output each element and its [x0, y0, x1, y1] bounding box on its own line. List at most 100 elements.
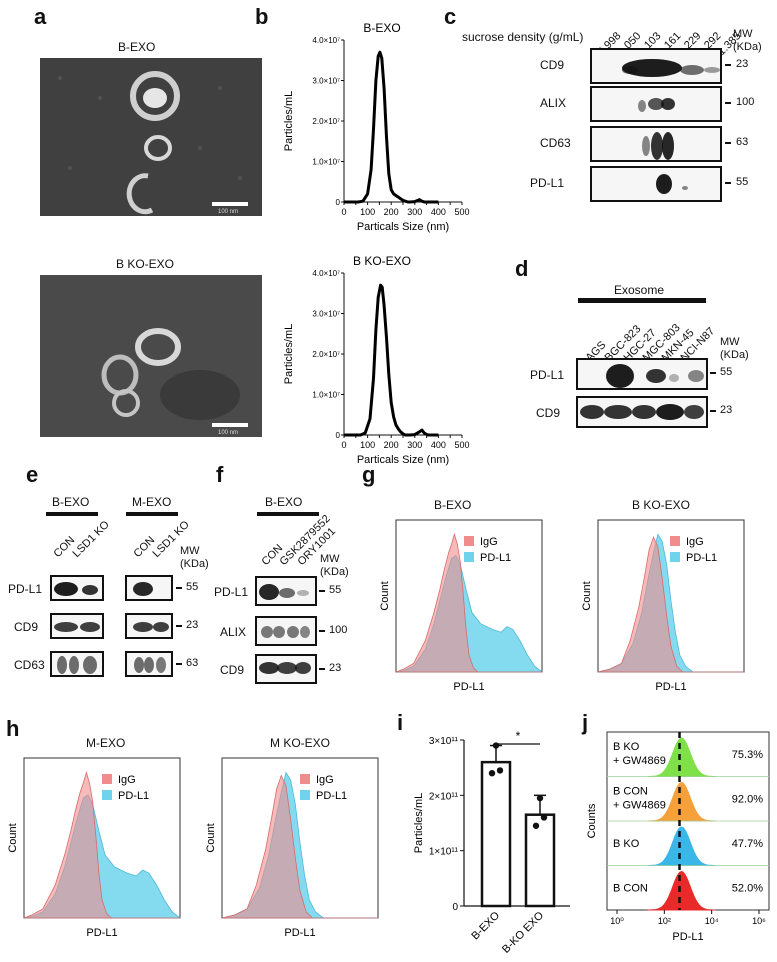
exosome-bar: [578, 298, 706, 303]
band: [144, 657, 154, 673]
panel-label-g: g: [362, 462, 376, 487]
blot-bands: [133, 582, 153, 596]
blot-row-label: PD-L1: [8, 582, 43, 596]
blot-bands: [580, 404, 704, 420]
mw-tick: [319, 668, 325, 670]
x-axis-label: Particals Size (nm): [357, 221, 449, 233]
blot-strip: [590, 48, 722, 84]
panel-e-group1: B-EXO: [52, 495, 90, 509]
panel-label-c: c: [444, 4, 457, 29]
x-tick-label: 500: [454, 207, 469, 217]
band: [133, 622, 153, 632]
legend-label-pdl1: PD-L1: [118, 790, 149, 802]
flow-g1-title: B-EXO: [434, 498, 472, 512]
blot-strip: [590, 166, 722, 202]
legend-label-pdl1: PD-L1: [686, 552, 717, 564]
row-label: B CON: [613, 883, 648, 895]
legend-swatch-pdl1: [670, 552, 680, 562]
band: [82, 585, 98, 595]
tem-top-title: B-EXO: [118, 40, 156, 54]
band: [300, 626, 310, 638]
band: [606, 364, 634, 388]
flow-histogram-b-exo: Count PD-L1 IgG PD-L1: [379, 519, 544, 693]
blot-bands: [642, 132, 674, 160]
x-tick-label: B-KO EXO: [500, 909, 546, 955]
blot-strip: [576, 396, 708, 428]
blot-row-label: ALIX: [540, 96, 567, 110]
row-percentage: 52.0%: [732, 883, 763, 895]
nta-title: B KO-EXO: [353, 254, 411, 268]
y-tick-label: 3.0×10⁷: [312, 77, 340, 86]
legend-swatch-pdl1: [300, 790, 310, 800]
x-tick-label: 10⁰: [610, 916, 624, 926]
blot-bands: [261, 626, 310, 638]
y-tick-label: 4.0×10⁷: [312, 269, 340, 278]
x-tick-label: 300: [407, 440, 422, 450]
mw-label: 55: [186, 581, 199, 593]
x-tick-label: 100: [360, 207, 375, 217]
blot-row-label: CD9: [536, 406, 561, 420]
data-point: [488, 770, 496, 777]
y-tick-label: 2.0×10⁷: [312, 350, 340, 359]
flow-x-label: PD-L1: [453, 681, 484, 693]
igg-histogram: [221, 774, 378, 919]
band: [684, 405, 704, 419]
legend-swatch-igg: [670, 536, 680, 546]
blot-bands: [259, 662, 311, 674]
band: [682, 186, 688, 190]
row-label-line2: + GW4869: [613, 800, 666, 812]
flow-x-label: PD-L1: [655, 681, 686, 693]
legend-label-igg: IgG: [316, 774, 334, 786]
x-tick-label: 10⁴: [705, 916, 719, 926]
nta-series-line: [344, 283, 439, 437]
blot-bands: [134, 657, 166, 673]
row-percentage: 92.0%: [732, 794, 763, 806]
flow-h1-title: M-EXO: [86, 736, 126, 750]
blot-strip: [590, 126, 722, 162]
data-point: [540, 814, 548, 821]
data-point: [536, 794, 544, 802]
band: [259, 584, 279, 600]
igg-histogram: [395, 532, 542, 673]
y-tick-label: 2×10¹¹: [429, 791, 459, 802]
nta-chart-b-exo: B-EXO 0 1.0×10⁷ 2.0×10⁷ 3.0×10⁷ 4.0×10⁷ 0 100 20…: [283, 21, 470, 233]
band: [259, 662, 279, 674]
blot-row-label: PD-L1: [530, 368, 565, 382]
blot-bands: [656, 174, 688, 194]
x-axis-label: PD-L1: [672, 931, 703, 943]
blot-bands: [638, 98, 675, 112]
band: [54, 622, 78, 632]
x-tick-label: 10⁶: [752, 916, 766, 926]
blot-strip: [125, 575, 173, 601]
legend-swatch-igg: [102, 774, 112, 784]
band: [261, 626, 273, 638]
panel-label-f: f: [216, 462, 224, 487]
bar: [480, 760, 512, 908]
band: [83, 656, 97, 674]
legend-swatch-pdl1: [464, 552, 474, 562]
panel-e-group2: M-EXO: [132, 495, 172, 509]
band: [277, 662, 297, 674]
blot-bands: [133, 622, 169, 632]
mw-tick: [725, 142, 731, 144]
band: [69, 656, 79, 674]
x-tick-label: 300: [407, 207, 422, 217]
blot-strip: [255, 576, 317, 606]
y-tick-label: 0: [452, 902, 458, 913]
blot-bands: [54, 622, 100, 632]
legend-swatch-igg: [300, 774, 310, 784]
blot-row-label: CD9: [14, 620, 39, 634]
band: [295, 662, 311, 674]
x-tick-label: 400: [431, 440, 446, 450]
flow-y-label: Count: [205, 823, 217, 852]
tem-bottom-title: B KO-EXO: [116, 257, 175, 271]
band: [642, 136, 650, 156]
panel-label-i: i: [397, 710, 404, 735]
panel-label-h: h: [6, 716, 20, 741]
mw-tick: [176, 663, 182, 665]
blot-row-label: PD-L1: [530, 176, 565, 190]
y-tick-label: 0: [336, 431, 341, 440]
blot-strip: [125, 613, 173, 639]
row-percentage: 75.3%: [732, 749, 763, 761]
data-point: [496, 767, 504, 774]
